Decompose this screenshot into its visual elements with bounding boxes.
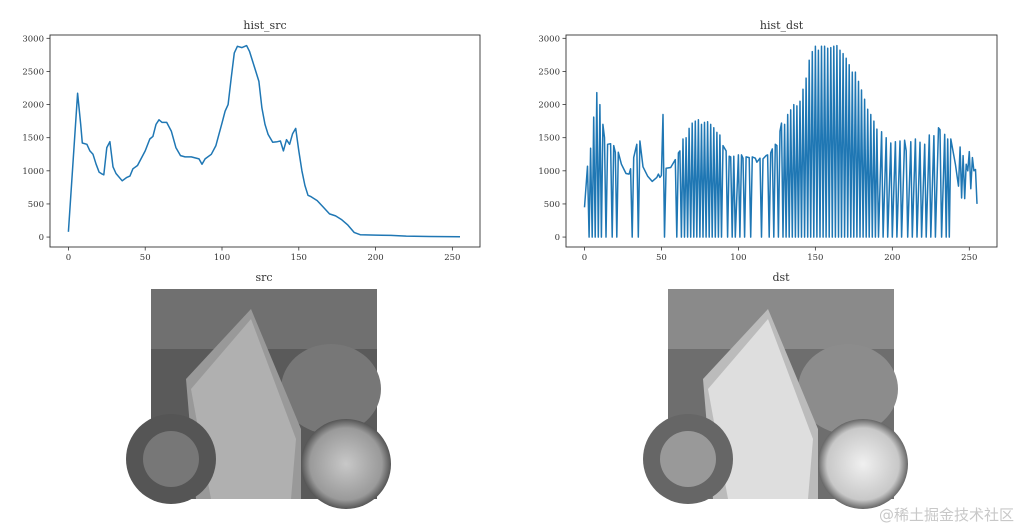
y-tick-label: 1000 <box>538 167 560 177</box>
x-tick-label: 0 <box>66 253 71 263</box>
src-image <box>126 289 391 509</box>
y-tick-label: 2500 <box>538 67 560 77</box>
y-tick-label: 500 <box>544 200 560 210</box>
x-tick-label: 100 <box>730 253 746 263</box>
y-tick-label: 1500 <box>22 134 44 144</box>
x-tick-label: 200 <box>367 253 383 263</box>
axes-frame <box>565 34 998 248</box>
y-tick-label: 3000 <box>22 34 44 44</box>
series-line <box>67 44 461 238</box>
y-tick-label: 1500 <box>538 134 560 144</box>
y-tick-label: 3000 <box>538 34 560 44</box>
watermark: @稀土掘金技术社区 <box>878 506 1014 524</box>
y-tick-label: 2500 <box>22 67 44 77</box>
series-line <box>583 44 978 238</box>
dst-image <box>643 289 908 509</box>
x-tick-label: 0 <box>582 253 587 263</box>
y-tick-label: 500 <box>28 200 44 210</box>
x-tick-label: 250 <box>444 253 460 263</box>
y-tick-label: 0 <box>39 233 44 243</box>
chart-title: hist_src <box>243 19 286 32</box>
y-tick-label: 2000 <box>538 101 560 111</box>
x-tick-label: 250 <box>961 253 977 263</box>
x-tick-label: 50 <box>656 253 667 263</box>
y-tick-label: 1000 <box>22 167 44 177</box>
x-tick-label: 150 <box>807 253 823 263</box>
chart-title: hist_dst <box>760 19 804 32</box>
x-tick-label: 200 <box>884 253 900 263</box>
x-tick-label: 50 <box>140 253 151 263</box>
y-tick-label: 0 <box>555 233 560 243</box>
axes-frame <box>49 34 481 248</box>
x-tick-label: 150 <box>291 253 307 263</box>
y-tick-label: 2000 <box>22 101 44 111</box>
x-tick-label: 100 <box>214 253 230 263</box>
